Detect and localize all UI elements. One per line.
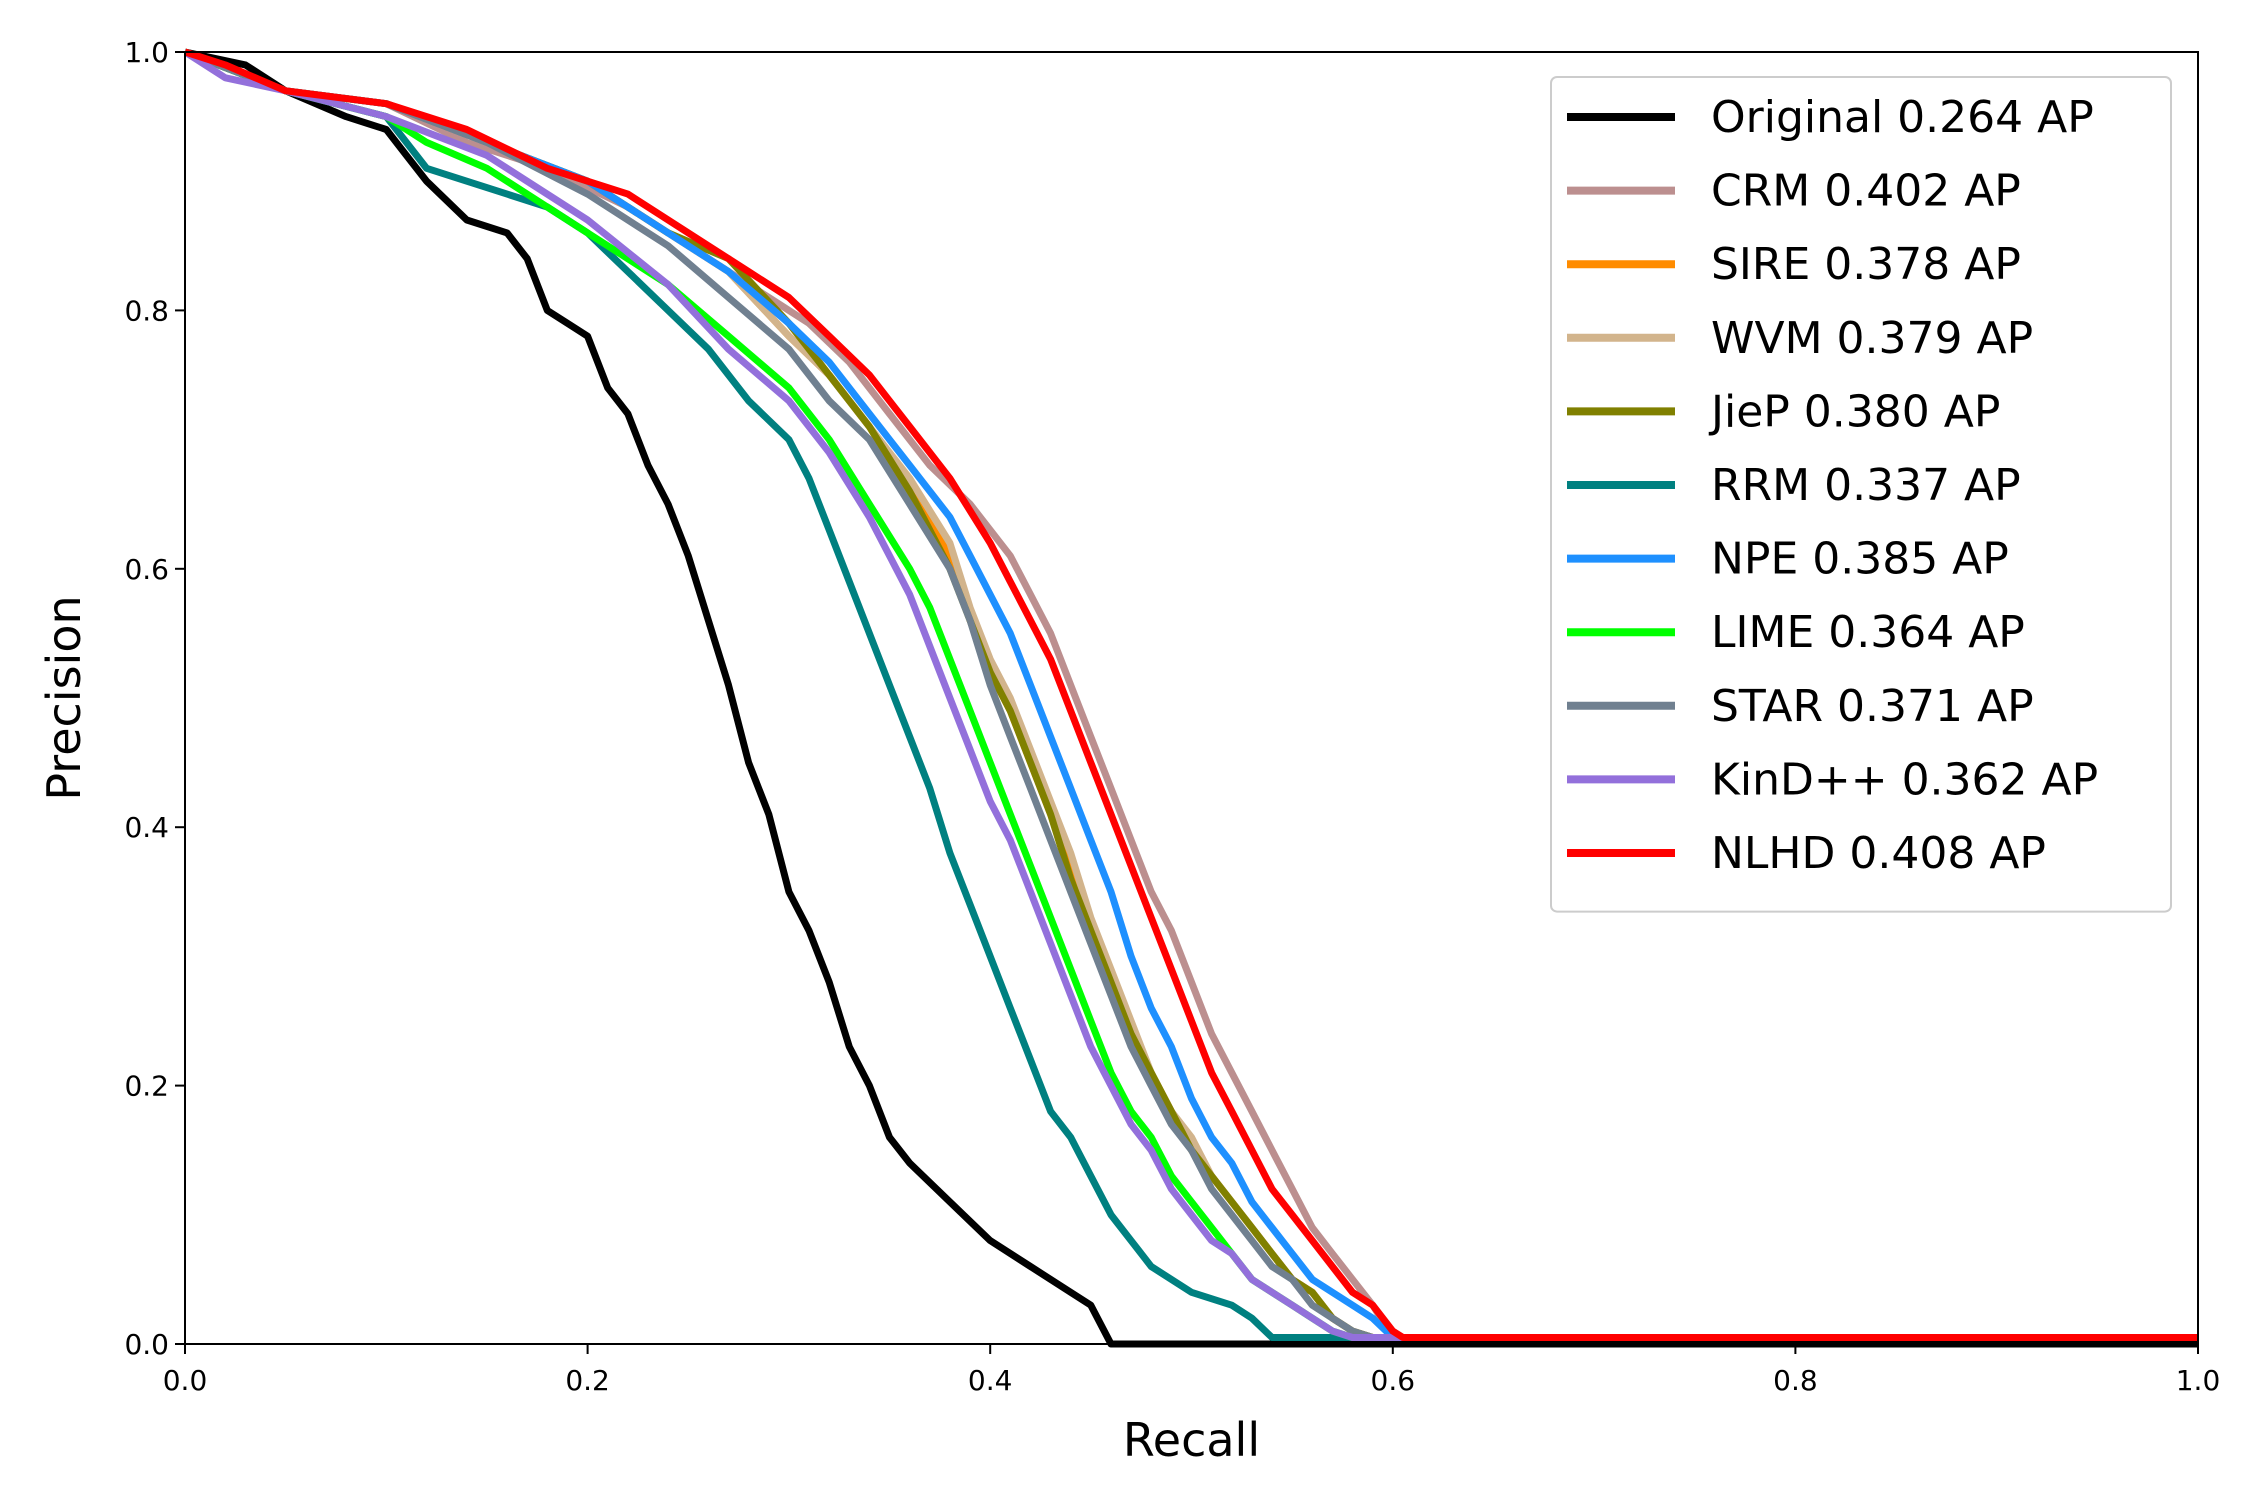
legend-entry: CRM 0.402 AP xyxy=(1711,166,2021,217)
y-tick-label: 0.0 xyxy=(124,1328,169,1361)
legend-entry: JieP 0.380 AP xyxy=(1708,386,2000,437)
y-tick-label: 0.2 xyxy=(124,1070,169,1103)
x-tick-label: 0.0 xyxy=(163,1364,208,1397)
legend-entry: NLHD 0.408 AP xyxy=(1711,828,2046,879)
legend-entry: STAR 0.371 AP xyxy=(1711,681,2034,732)
x-tick-label: 0.4 xyxy=(968,1364,1013,1397)
x-tick-label: 1.0 xyxy=(2176,1364,2221,1397)
legend-entry: KinD++ 0.362 AP xyxy=(1711,754,2098,805)
series-line-5 xyxy=(185,48,2198,1341)
plot-frame xyxy=(184,51,2199,1345)
legend-entry: WVM 0.379 AP xyxy=(1711,313,2033,364)
x-axis-ticks: 0.0 0.2 0.4 0.6 0.8 1.0 xyxy=(163,1344,2221,1397)
series-line-4 xyxy=(185,48,2198,1341)
series-line-8 xyxy=(185,48,2198,1341)
y-tick-label: 0.4 xyxy=(124,811,169,844)
x-axis-label: Recall xyxy=(1123,1413,1260,1467)
plot-lines xyxy=(185,48,2198,1348)
series-line-6 xyxy=(185,48,2198,1341)
series-line-10 xyxy=(185,48,2198,1341)
y-tick-label: 0.6 xyxy=(124,553,169,586)
y-tick-label: 1.0 xyxy=(124,36,169,69)
legend-entry: SIRE 0.378 AP xyxy=(1711,239,2021,290)
legend-entry: NPE 0.385 AP xyxy=(1711,534,2009,585)
x-tick-label: 0.8 xyxy=(1773,1364,1818,1397)
y-axis-ticks: 0.0 0.2 0.4 0.6 0.8 1.0 xyxy=(124,36,185,1361)
legend-entry: RRM 0.337 AP xyxy=(1711,460,2021,511)
legend: Original 0.264 AP CRM 0.402 AP SIRE 0.378 … xyxy=(1550,76,2172,913)
x-tick-label: 0.2 xyxy=(565,1364,610,1397)
legend-box xyxy=(1550,76,2172,913)
series-line-0 xyxy=(185,48,2198,1348)
x-tick-label: 0.6 xyxy=(1371,1364,1416,1397)
legend-entry: LIME 0.364 AP xyxy=(1711,607,2025,658)
legend-entry: Original 0.264 AP xyxy=(1711,92,2094,143)
y-tick-label: 0.8 xyxy=(124,294,169,327)
y-axis-label: Precision xyxy=(37,595,91,800)
series-line-9 xyxy=(185,49,2198,1341)
